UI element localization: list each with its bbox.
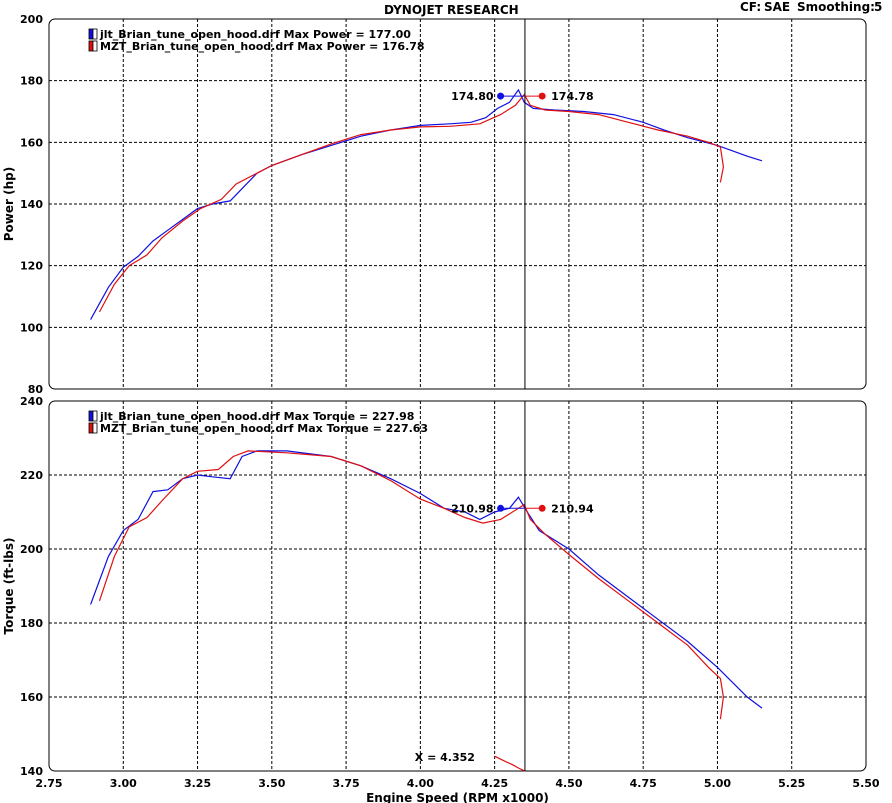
y-tick-label: 160 [20, 136, 43, 149]
max-value-label: 210.98 [451, 502, 493, 515]
smoothing-value: 5 [874, 0, 883, 14]
cf-value: SAE [764, 0, 791, 14]
legend-swatch-frame [92, 410, 98, 422]
y-tick-label: 140 [20, 198, 43, 211]
max-value-label: 210.94 [551, 502, 594, 515]
x-tick-label: 4.50 [555, 777, 582, 790]
y-tick-label: 200 [20, 13, 43, 26]
smoothing-label: Smoothing: [797, 0, 875, 14]
x-tick-label: 5.00 [704, 777, 731, 790]
x-tick-label: 5.25 [778, 777, 805, 790]
plot-frame [48, 400, 867, 772]
x-tick-label: 4.00 [407, 777, 434, 790]
x-tick-label: 3.00 [110, 777, 137, 790]
series-line [90, 88, 763, 320]
y-axis-label: Torque (ft-lbs) [2, 538, 16, 635]
legend-entry: jlt_Brian_tune_open_hood.drf Max Torque … [99, 410, 414, 423]
max-value-label: 174.78 [551, 90, 593, 103]
y-tick-label: 160 [20, 691, 43, 704]
legend-swatch-frame [92, 40, 98, 52]
y-tick-label: 180 [20, 617, 43, 630]
series-line [494, 755, 526, 772]
y-tick-label: 240 [20, 395, 43, 408]
cursor-label: X = 4.352 [415, 751, 475, 764]
y-tick-label: 120 [20, 260, 43, 273]
y-tick-label: 100 [20, 321, 43, 334]
max-value-label: 174.80 [451, 90, 494, 103]
x-tick-label: 3.25 [184, 777, 211, 790]
y-tick-label: 220 [20, 469, 43, 482]
x-tick-label: 3.50 [258, 777, 285, 790]
y-tick-label: 80 [28, 383, 44, 396]
y-tick-label: 180 [20, 75, 43, 88]
series-line [98, 450, 725, 720]
series-line [90, 450, 763, 709]
x-tick-label: 3.75 [333, 777, 360, 790]
x-tick-label: 2.75 [35, 777, 62, 790]
x-axis-label: Engine Speed (RPM x1000) [366, 791, 549, 803]
legend-swatch-frame [92, 422, 98, 434]
y-tick-label: 200 [20, 543, 43, 556]
series-line [98, 93, 725, 313]
x-tick-label: 4.75 [630, 777, 657, 790]
legend-entry: jlt_Brian_tune_open_hood.drf Max Power =… [99, 28, 411, 41]
y-tick-label: 140 [20, 765, 43, 778]
legend-swatch [88, 28, 94, 40]
legend-swatch [88, 410, 94, 422]
legend-swatch-frame [92, 28, 98, 40]
legend-swatch [88, 40, 94, 52]
legend-entry: MZT_Brian_tune_open_hood.drf Max Torque … [100, 422, 428, 435]
legend-swatch [88, 422, 94, 434]
chart-title: DYNOJET RESEARCH [384, 3, 519, 17]
y-axis-label: Power (hp) [2, 167, 16, 241]
legend-entry: MZT_Brian_tune_open_hood.drf Max Power =… [100, 40, 425, 53]
x-tick-label: 5.50 [852, 777, 879, 790]
cf-label: CF: [740, 0, 762, 14]
x-tick-label: 4.25 [481, 777, 508, 790]
